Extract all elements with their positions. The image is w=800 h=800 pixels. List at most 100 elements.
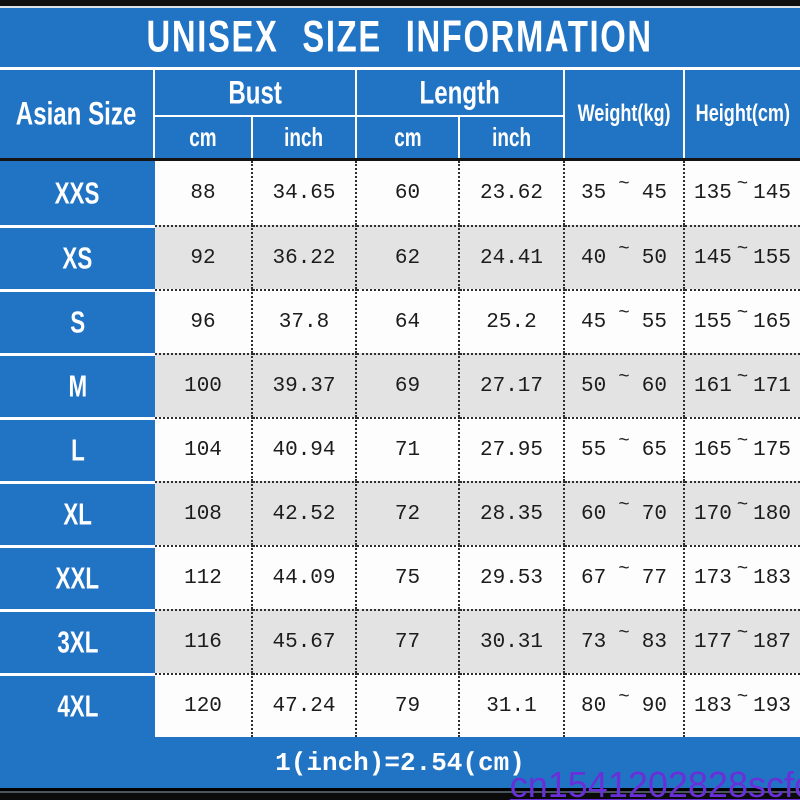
length-inch-cell: 27.95: [460, 417, 565, 481]
tilde: ~: [618, 173, 630, 195]
length-inch-cell: 29.53: [460, 545, 565, 609]
height-cell: 177 ~187: [685, 609, 800, 673]
length-cm-cell: 72: [357, 481, 460, 545]
height-header: Height(cm): [685, 70, 800, 158]
tilde: ~: [736, 494, 749, 516]
table-row-m: M 100 39.37 69 27.17 50 ~60 161 ~171: [0, 353, 800, 417]
bust-inch-label: inch: [284, 122, 324, 152]
tilde: ~: [736, 430, 749, 452]
table-body: XXS 88 34.65 60 23.62 35 ~45 135 ~145 XS 9…: [0, 161, 800, 737]
height-header-label: Height(cm): [695, 100, 790, 127]
height-cell: 165 ~175: [685, 417, 800, 481]
weight-cell: 35 ~45: [565, 161, 685, 225]
tilde: ~: [618, 558, 630, 580]
height-cell: 170 ~180: [685, 481, 800, 545]
bust-cm-subheader: cm: [155, 115, 253, 158]
weight-header-label: Weight(kg): [577, 100, 671, 127]
bust-cm-label: cm: [189, 122, 217, 152]
height-max: 183: [753, 566, 791, 590]
corner-header-cell: Asian Size: [0, 70, 155, 158]
bust-inch-cell: 40.94: [253, 417, 357, 481]
weight-cell: 55 ~65: [565, 417, 685, 481]
top-black-bar: [0, 0, 800, 8]
length-cm-label: cm: [393, 122, 422, 152]
height-max: 155: [753, 246, 791, 270]
weight-cell: 80 ~90: [565, 673, 685, 737]
table-row-xl: XL 108 42.52 72 28.35 60 ~70 170 ~180: [0, 481, 800, 545]
bust-cm-cell: 96: [155, 289, 253, 353]
weight-max: 55: [641, 310, 667, 334]
weight-min: 73: [581, 630, 607, 654]
length-inch-cell: 25.2: [460, 289, 565, 353]
height-min: 165: [693, 438, 732, 462]
height-cell: 155 ~165: [685, 289, 800, 353]
size-label-cell: S: [0, 289, 155, 353]
size-label: XS: [62, 240, 93, 276]
bust-cm-cell: 116: [155, 609, 253, 673]
tilde: ~: [736, 173, 749, 195]
weight-min: 55: [581, 438, 607, 462]
table-row-s: S 96 37.8 64 25.2 45 ~55 155 ~165: [0, 289, 800, 353]
weight-cell: 73 ~83: [565, 609, 685, 673]
height-min: 177: [693, 630, 732, 654]
height-min: 173: [693, 566, 732, 590]
corner-header-label: Asian Size: [16, 95, 137, 132]
table-row-3xl: 3XL 116 45.67 77 30.31 73 ~83 177 ~187: [0, 609, 800, 673]
weight-header: Weight(kg): [565, 70, 685, 158]
height-min: 183: [693, 694, 732, 718]
tilde: ~: [618, 686, 630, 708]
tilde: ~: [736, 686, 749, 708]
size-label: XXL: [55, 560, 100, 596]
weight-min: 45: [581, 310, 607, 334]
height-max: 193: [753, 694, 791, 718]
height-max: 187: [753, 630, 791, 654]
size-label: L: [70, 432, 85, 468]
bust-inch-cell: 36.22: [253, 225, 357, 289]
size-label: XXS: [55, 175, 100, 210]
table-row-xxl: XXL 112 44.09 75 29.53 67 ~77 173 ~183: [0, 545, 800, 609]
height-max: 175: [753, 438, 791, 462]
length-inch-cell: 24.41: [460, 225, 565, 289]
height-min: 161: [693, 374, 732, 398]
length-cm-cell: 75: [357, 545, 460, 609]
size-label-cell: XL: [0, 481, 155, 545]
length-cm-subheader: cm: [357, 115, 460, 158]
height-max: 171: [753, 374, 791, 398]
table-row-4xl: 4XL 120 47.24 79 31.1 80 ~90 183 ~193: [0, 673, 800, 737]
bust-group-header: Bust: [155, 70, 357, 115]
table-row-xs: XS 92 36.22 62 24.41 40 ~50 145 ~155: [0, 225, 800, 289]
length-inch-cell: 30.31: [460, 609, 565, 673]
height-max: 180: [753, 502, 791, 526]
length-inch-cell: 28.35: [460, 481, 565, 545]
weight-cell: 60 ~70: [565, 481, 685, 545]
bottom-black-bar: [0, 788, 800, 800]
inch-conversion-note: 1(inch)=2.54(cm): [275, 747, 525, 778]
tilde: ~: [736, 302, 749, 324]
length-cm-cell: 71: [357, 417, 460, 481]
length-inch-label: inch: [492, 122, 531, 152]
height-max: 145: [753, 181, 791, 205]
bust-inch-cell: 45.67: [253, 609, 357, 673]
height-cell: 145 ~155: [685, 225, 800, 289]
title-band: UNISEX SIZE INFORMATION: [0, 8, 800, 70]
table-row-xxs: XXS 88 34.65 60 23.62 35 ~45 135 ~145: [0, 161, 800, 225]
weight-cell: 67 ~77: [565, 545, 685, 609]
size-label-cell: M: [0, 353, 155, 417]
height-min: 170: [693, 502, 732, 526]
tilde: ~: [736, 238, 749, 260]
weight-min: 35: [581, 181, 607, 205]
bust-cm-cell: 104: [155, 417, 253, 481]
length-cm-cell: 64: [357, 289, 460, 353]
weight-min: 60: [581, 502, 607, 526]
weight-min: 80: [581, 694, 607, 718]
length-inch-cell: 31.1: [460, 673, 565, 737]
bust-cm-cell: 92: [155, 225, 253, 289]
tilde: ~: [618, 302, 630, 324]
length-cm-cell: 69: [357, 353, 460, 417]
length-inch-cell: 27.17: [460, 353, 565, 417]
size-label-cell: XXL: [0, 545, 155, 609]
size-label: M: [68, 368, 87, 404]
tilde: ~: [736, 366, 749, 388]
bust-inch-cell: 44.09: [253, 545, 357, 609]
bust-cm-cell: 100: [155, 353, 253, 417]
